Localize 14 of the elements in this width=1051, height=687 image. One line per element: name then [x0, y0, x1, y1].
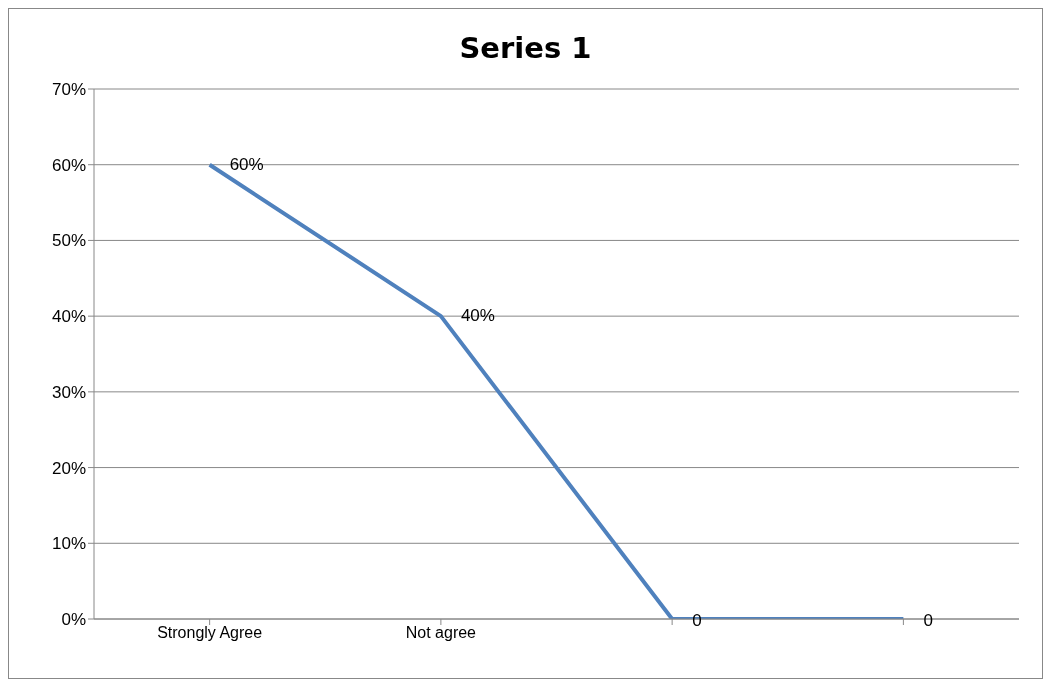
- data-label: 0: [923, 611, 933, 630]
- data-label: 40%: [460, 306, 495, 326]
- chart-title: Series 1: [458, 30, 593, 67]
- y-tick-label: 0%: [61, 610, 86, 630]
- y-tick-label: 50%: [51, 231, 86, 251]
- data-label: 60%: [229, 154, 264, 174]
- y-tick-label: 10%: [51, 534, 86, 554]
- y-tick-label: 70%: [51, 80, 86, 100]
- y-tick-label: 60%: [51, 155, 86, 175]
- x-tick-label: Not agree: [405, 624, 477, 642]
- y-tick-label: 30%: [51, 382, 86, 402]
- x-tick-label: Strongly Agree: [157, 624, 263, 642]
- y-tick-label: 20%: [51, 458, 86, 478]
- y-tick-label: 40%: [51, 307, 86, 327]
